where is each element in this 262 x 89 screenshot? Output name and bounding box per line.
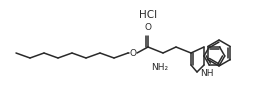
Text: O: O	[145, 23, 151, 32]
Text: NH₂: NH₂	[151, 63, 168, 72]
Text: O: O	[129, 49, 137, 57]
Text: NH: NH	[200, 70, 214, 78]
Text: HCl: HCl	[139, 10, 157, 20]
